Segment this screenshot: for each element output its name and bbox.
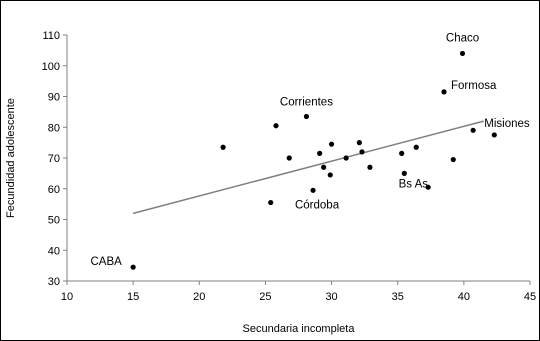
point-label: Bs As — [399, 178, 429, 190]
point-label: Formosa — [451, 80, 497, 92]
point-label: Chaco — [446, 32, 479, 44]
x-tick-label: 20 — [193, 291, 205, 303]
data-point — [491, 132, 497, 138]
x-tick-label: 30 — [325, 291, 337, 303]
data-point — [327, 172, 333, 178]
data-point — [220, 144, 226, 150]
axes: 30 40 50 60 70 80 90 100 110 10 15 20 25 30 35 40 45 — [42, 30, 536, 303]
data-point — [268, 199, 274, 206]
point-label: Córdoba — [295, 199, 340, 211]
data-point — [367, 164, 373, 170]
point-label: Misiones — [484, 118, 530, 130]
data-point — [425, 184, 431, 190]
x-tick-label: 40 — [458, 291, 470, 303]
data-point — [459, 50, 466, 57]
data-point — [321, 164, 327, 170]
data-point — [286, 155, 292, 161]
y-tick-label: 50 — [48, 215, 60, 227]
x-axis-title: Secundaria incompleta — [243, 323, 356, 335]
data-point — [356, 140, 362, 146]
y-tick-label: 110 — [42, 30, 60, 42]
trendline — [132, 120, 484, 215]
x-tick-label: 15 — [127, 291, 139, 303]
y-tick-label: 90 — [48, 92, 60, 104]
y-tick-label: 80 — [48, 122, 60, 134]
data-point — [273, 123, 279, 129]
y-tick-label: 40 — [48, 245, 60, 257]
y-tick-label: 60 — [48, 184, 60, 196]
data-point — [303, 113, 310, 120]
x-tick-label: 35 — [392, 291, 404, 303]
data-point — [413, 144, 419, 150]
point-label: Corrientes — [280, 96, 333, 108]
y-tick-label: 100 — [42, 61, 60, 73]
trendline-layer — [132, 120, 484, 215]
data-point — [343, 155, 349, 161]
data-point — [130, 264, 136, 270]
data-point — [450, 156, 456, 163]
point-label: CABA — [90, 256, 122, 268]
y-tick-label: 30 — [48, 276, 60, 288]
y-tick-label: 70 — [48, 153, 60, 165]
point-labels-layer: CABA Corrientes Córdoba Bs As Formosa Chaco Mi… — [90, 32, 529, 268]
x-tick-label: 10 — [61, 291, 73, 303]
data-point — [399, 150, 405, 156]
data-point — [441, 89, 447, 95]
data-point — [401, 170, 407, 176]
data-point — [359, 149, 365, 155]
x-tick-label: 25 — [259, 291, 271, 303]
y-axis-title: Fecundidad adolescente — [5, 98, 17, 218]
x-tick-label: 45 — [524, 291, 536, 303]
data-point — [317, 150, 323, 156]
data-point — [470, 127, 476, 133]
data-point — [310, 187, 316, 193]
points-layer — [130, 50, 497, 270]
data-point — [328, 141, 335, 147]
